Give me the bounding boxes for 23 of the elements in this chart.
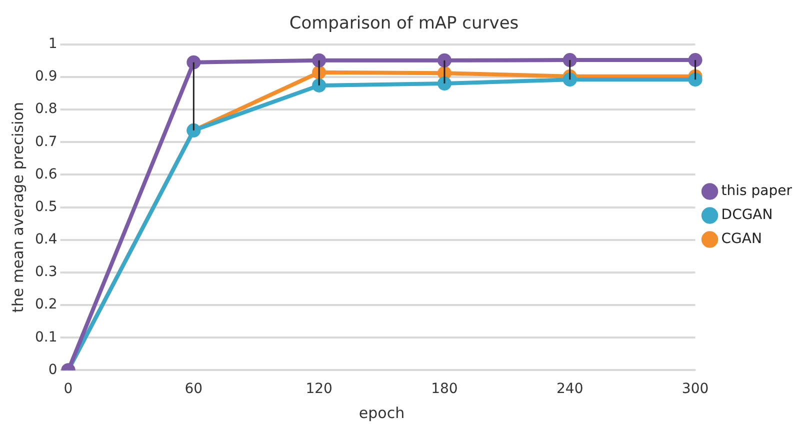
x-tick-label: 120 xyxy=(306,381,332,398)
y-tick-label: 0.4 xyxy=(35,232,58,248)
x-tick-label: 240 xyxy=(556,381,584,398)
legend-label: DCGAN xyxy=(721,207,773,224)
y-tick-label: 0.7 xyxy=(35,134,58,150)
y-tick-label: 0.6 xyxy=(35,166,58,182)
y-tick-label: 0.8 xyxy=(35,101,58,118)
x-axis-title: epoch xyxy=(358,404,405,422)
y-tick-label: 0.2 xyxy=(35,296,58,313)
x-tick-label: 180 xyxy=(431,381,458,398)
y-tick-label: 1 xyxy=(48,36,58,52)
y-tick-label: 0.5 xyxy=(35,198,58,215)
x-tick-label: 300 xyxy=(682,381,709,398)
y-tick-label: 0.1 xyxy=(35,329,58,346)
x-tick-label: 60 xyxy=(184,381,203,398)
y-axis-title: the mean average precision xyxy=(8,102,27,313)
x-tick-label: 0 xyxy=(64,381,73,398)
chart-title: Comparison of mAP curves xyxy=(289,14,519,34)
legend-label: CGAN xyxy=(721,231,762,248)
y-tick-label: 0.9 xyxy=(35,68,58,85)
y-tick-label: 0.3 xyxy=(35,264,58,280)
y-tick-label: 0 xyxy=(48,362,58,378)
legend-label: this paper xyxy=(721,183,792,200)
